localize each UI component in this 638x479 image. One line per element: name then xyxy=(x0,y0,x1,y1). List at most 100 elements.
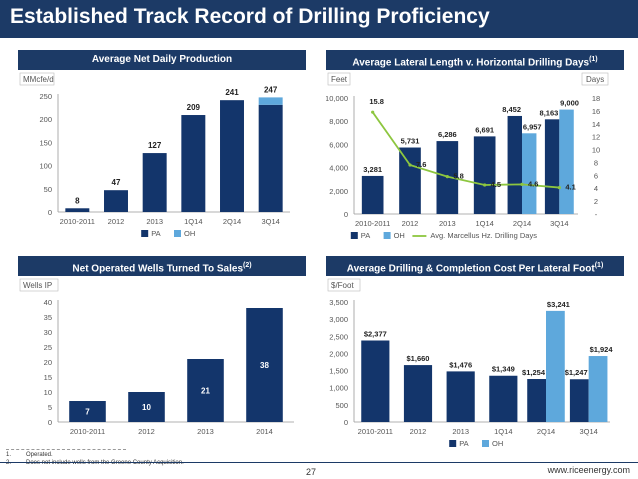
data-label: 241 xyxy=(225,88,239,97)
bar-oh xyxy=(559,109,574,214)
y-tick-label: 100 xyxy=(39,162,52,171)
bar-pa xyxy=(142,153,167,212)
x-tick-label: 2010-2011 xyxy=(355,219,390,228)
data-label: 6,286 xyxy=(438,130,457,139)
y-tick-label: 8,000 xyxy=(329,117,348,126)
y-tick-label: 3,500 xyxy=(329,298,348,307)
legend-swatch xyxy=(350,232,358,239)
bar-pa xyxy=(187,359,224,422)
y-tick-label: 10 xyxy=(44,388,52,397)
bar-pa xyxy=(544,119,560,214)
y2-tick-label: 10 xyxy=(592,146,600,155)
y2-axis-label: Days xyxy=(586,75,604,84)
y-tick-label: 2,000 xyxy=(329,187,348,196)
footnote: 2. Does not include wells from the Greene… xyxy=(6,460,184,466)
bar-oh xyxy=(546,310,565,422)
y-axis-label: $/Foot xyxy=(331,281,354,290)
data-label: $2,377 xyxy=(364,330,387,339)
line-point xyxy=(408,163,412,167)
line-data-label: 7.6 xyxy=(416,160,426,169)
line-data-label: 15.8 xyxy=(369,97,384,106)
y2-tick-label: 16 xyxy=(592,107,600,116)
y2-tick-label: 6 xyxy=(594,171,598,180)
bottom-rule xyxy=(0,462,638,463)
panel-production: Average Net Daily Production MMcfe/d 0 50 1… xyxy=(18,50,306,245)
y2-tick-label: 4 xyxy=(594,184,598,193)
y2-axis-label-box xyxy=(581,72,609,86)
legend-swatch xyxy=(141,230,149,237)
legend-swatch xyxy=(449,440,457,447)
panel-title: Average Net Daily Production xyxy=(18,50,306,70)
x-tick-label: 1Q14 xyxy=(494,427,512,436)
y-tick-label: 4,000 xyxy=(329,164,348,173)
bar-pa xyxy=(361,175,384,214)
y-tick-label: 6,000 xyxy=(329,140,348,149)
x-tick-label: 3Q14 xyxy=(550,219,568,228)
data-label: 127 xyxy=(148,141,162,150)
panel-title: Net Operated Wells Turned To Sales(2) xyxy=(18,256,306,276)
legend-label: PA xyxy=(361,231,370,240)
chart-production: MMcfe/d 0 50 100 150 200 250 2010-2011 2012 2013 1… xyxy=(19,72,290,238)
legend-swatch xyxy=(383,232,391,239)
data-label: 6,691 xyxy=(475,125,494,134)
y2-tick-label: 18 xyxy=(592,94,600,103)
line-point xyxy=(557,185,561,190)
legend-label: PA xyxy=(459,439,468,448)
data-label: $1,660 xyxy=(407,354,430,363)
x-tick-label: 2013 xyxy=(452,427,469,436)
x-tick-label: 1Q14 xyxy=(475,219,493,228)
y-tick-label: 30 xyxy=(44,328,52,337)
y-tick-label: 25 xyxy=(44,343,52,352)
bar-pa xyxy=(473,136,496,214)
data-label: 7 xyxy=(85,408,90,417)
chart-lateral: Feet 0 2,000 4,000 6,000 8,000 10,000 2010-2011… xyxy=(326,72,609,240)
x-tick-label: 3Q14 xyxy=(579,427,597,436)
bar-pa xyxy=(258,104,283,212)
website-url: www.riceenergy.com xyxy=(547,465,630,475)
legend-label: Avg. Marcellus Hz. Drilling Days xyxy=(430,231,537,240)
x-tick-label: 2012 xyxy=(138,427,155,436)
bar-pa xyxy=(507,115,522,214)
title-superscript: (1) xyxy=(589,56,598,63)
x-tick-label: 2012 xyxy=(410,427,427,436)
data-label: $1,924 xyxy=(590,345,614,354)
y2-tick-label: 14 xyxy=(592,120,600,129)
x-tick-label: 2014 xyxy=(256,427,273,436)
bar-pa xyxy=(69,401,106,422)
y-tick-label: 2,000 xyxy=(329,349,348,358)
page-title: Established Track Record of Drilling Pro… xyxy=(10,5,490,28)
x-tick-label: 3Q14 xyxy=(261,217,279,226)
data-label: 5,731 xyxy=(401,137,420,146)
y-axis-label-box xyxy=(327,278,361,292)
x-tick-label: 1Q14 xyxy=(184,217,202,226)
line-point xyxy=(520,182,524,186)
y2-tick-label: 8 xyxy=(594,158,598,167)
data-label: 3,281 xyxy=(363,165,382,174)
data-label: 47 xyxy=(112,178,121,187)
x-tick-label: 2010-2011 xyxy=(358,427,393,436)
legend-label: OH xyxy=(184,229,195,238)
data-label: 10 xyxy=(142,403,151,412)
line-data-label: 4.1 xyxy=(565,183,575,192)
bar-pa xyxy=(446,371,475,422)
x-tick-label: 2010-2011 xyxy=(70,427,105,436)
chart-title: Average Lateral Length v. Horizontal Dri… xyxy=(352,57,590,69)
bar-pa xyxy=(489,375,518,422)
y2-tick-label: 12 xyxy=(592,133,600,142)
legend-label: PA xyxy=(151,229,160,238)
data-label: 38 xyxy=(260,361,269,370)
line-point xyxy=(483,183,487,187)
page-number: 27 xyxy=(306,467,317,477)
y2-tick-label: 2 xyxy=(594,197,598,206)
line-point xyxy=(445,175,449,179)
data-label: 8,163 xyxy=(540,108,559,117)
bar-pa xyxy=(361,340,390,422)
y-tick-label: 35 xyxy=(44,313,52,322)
chart-title: Average Net Daily Production xyxy=(91,54,233,65)
data-label: 209 xyxy=(187,103,201,112)
chart-cost: $/Foot 0 500 1,000 1,500 2,000 2,500 3,000 3,500… xyxy=(327,278,614,448)
data-label: 8 xyxy=(75,196,80,205)
y-axis-label-box xyxy=(19,278,59,292)
panel-wells: Net Operated Wells Turned To Sales(2) We… xyxy=(18,256,306,446)
bar-pa xyxy=(246,308,283,422)
